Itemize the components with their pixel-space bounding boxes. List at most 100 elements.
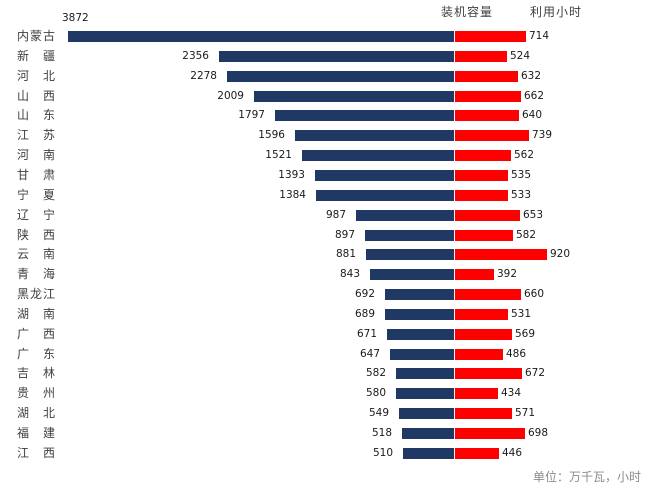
hours-bar: [455, 408, 512, 419]
hours-value: 392: [497, 268, 518, 280]
category-label: 黑龙江: [17, 287, 55, 301]
hours-bar: [455, 150, 511, 161]
hours-bar: [455, 210, 520, 221]
capacity-value: 1596: [258, 129, 285, 141]
capacity-bar: [295, 130, 454, 141]
capacity-value: 582: [365, 367, 386, 379]
capacity-bar: [385, 289, 454, 300]
hours-bar: [455, 349, 503, 360]
hours-value: 698: [528, 427, 549, 439]
category-label: 陕西: [17, 228, 55, 242]
capacity-value: 549: [368, 407, 389, 419]
category-label: 山西: [17, 89, 55, 103]
hours-value: 571: [515, 407, 536, 419]
capacity-bar: [356, 210, 454, 221]
category-label: 河南: [17, 148, 55, 162]
category-label: 福建: [17, 426, 55, 440]
capacity-value: 647: [359, 348, 380, 360]
hours-value: 660: [524, 288, 545, 300]
hours-value: 739: [532, 129, 553, 141]
category-label: 湖北: [17, 406, 55, 420]
legend-hours-label: 利用小时: [530, 5, 583, 19]
capacity-value: 1797: [238, 109, 265, 121]
category-label: 广东: [17, 347, 55, 361]
legend-capacity-label: 装机容量: [441, 5, 494, 19]
capacity-bar: [275, 110, 454, 121]
hours-bar: [455, 190, 508, 201]
category-label: 山东: [17, 108, 55, 122]
capacity-bar: [302, 150, 454, 161]
hours-value: 533: [511, 189, 532, 201]
hours-bar: [455, 309, 508, 320]
hours-value: 653: [523, 209, 544, 221]
unit-note: 单位：万千瓦，小时: [532, 470, 641, 484]
capacity-value: 689: [354, 308, 375, 320]
category-label: 新疆: [17, 49, 55, 63]
hours-bar: [455, 368, 522, 379]
capacity-bar: [227, 71, 454, 82]
category-label: 江苏: [17, 128, 55, 142]
hours-value: 486: [506, 348, 527, 360]
category-label: 湖南: [17, 307, 55, 321]
capacity-bar: [396, 388, 454, 399]
category-label: 吉林: [17, 366, 55, 380]
hours-value: 714: [529, 30, 550, 42]
hours-bar: [455, 388, 498, 399]
hours-bar: [455, 249, 547, 260]
hours-value: 640: [522, 109, 543, 121]
capacity-value: 1384: [279, 189, 306, 201]
capacity-value: 897: [334, 229, 355, 241]
hours-bar: [455, 289, 521, 300]
capacity-value: 2278: [190, 70, 217, 82]
capacity-bar: [390, 349, 454, 360]
hours-bar: [455, 91, 521, 102]
capacity-bar: [370, 269, 454, 280]
hours-value: 632: [521, 70, 542, 82]
capacity-bar: [68, 31, 454, 42]
category-label: 青海: [17, 267, 55, 281]
capacity-bar: [366, 249, 454, 260]
category-label: 云南: [17, 247, 55, 261]
hours-value: 535: [511, 169, 532, 181]
capacity-bar: [399, 408, 454, 419]
category-label: 河北: [17, 69, 55, 83]
hours-value: 524: [510, 50, 531, 62]
hours-value: 434: [501, 387, 522, 399]
capacity-value: 987: [325, 209, 346, 221]
capacity-bar: [219, 51, 454, 62]
capacity-bar: [387, 329, 454, 340]
category-label: 广西: [17, 327, 55, 341]
hours-bar: [455, 329, 512, 340]
capacity-value: 1521: [265, 149, 292, 161]
hours-bar: [455, 110, 519, 121]
hours-value: 446: [502, 447, 523, 459]
capacity-value: 881: [335, 248, 356, 260]
capacity-value: 2009: [217, 90, 244, 102]
capacity-bar: [315, 170, 454, 181]
hours-value: 662: [524, 90, 545, 102]
capacity-value: 1393: [278, 169, 305, 181]
category-label: 内蒙古: [17, 29, 55, 43]
capacity-bar: [385, 309, 454, 320]
capacity-value: 692: [354, 288, 375, 300]
capacity-value: 671: [356, 328, 377, 340]
category-label: 辽宁: [17, 208, 55, 222]
hours-value: 582: [516, 229, 537, 241]
capacity-bar: [402, 428, 454, 439]
category-label: 江西: [17, 446, 55, 460]
hours-bar: [455, 448, 499, 459]
capacity-value: 580: [365, 387, 386, 399]
category-label: 宁夏: [17, 188, 55, 202]
hours-value: 531: [511, 308, 532, 320]
capacity-value: 3872: [62, 12, 89, 24]
hours-bar: [455, 428, 525, 439]
hours-bar: [455, 31, 526, 42]
hours-bar: [455, 269, 494, 280]
capacity-value: 510: [372, 447, 393, 459]
capacity-bar: [254, 91, 454, 102]
capacity-value: 518: [371, 427, 392, 439]
capacity-bar: [365, 230, 454, 241]
hours-value: 920: [550, 248, 571, 260]
hours-value: 672: [525, 367, 546, 379]
